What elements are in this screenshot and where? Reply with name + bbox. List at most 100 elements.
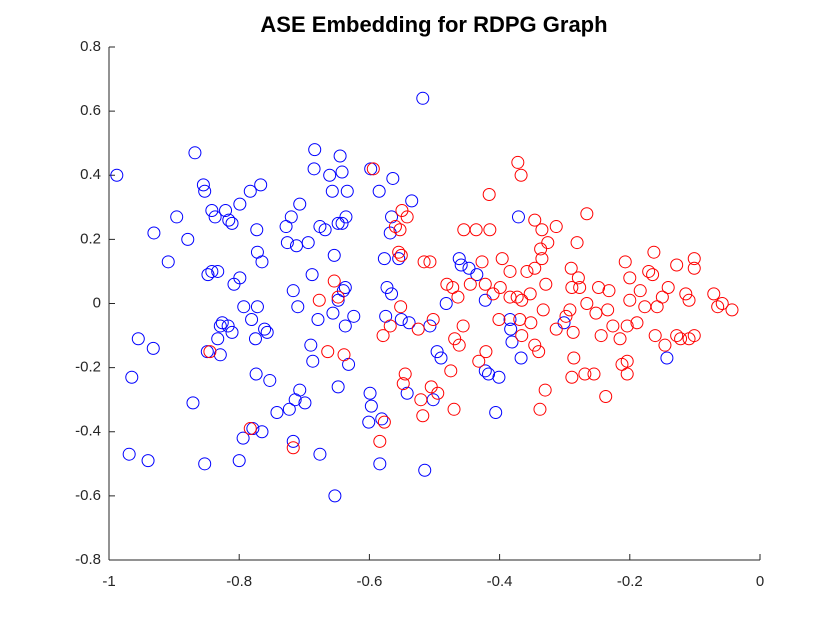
- point: [255, 255, 269, 269]
- point: [515, 329, 529, 343]
- point: [549, 220, 563, 234]
- x-tick-label: -1: [102, 573, 115, 590]
- point: [232, 454, 246, 468]
- point: [304, 338, 318, 352]
- point: [423, 255, 437, 269]
- point: [674, 332, 688, 346]
- y-tick-label: -0.2: [75, 359, 101, 376]
- point: [648, 329, 662, 343]
- point: [430, 345, 444, 359]
- point: [515, 293, 529, 307]
- point: [376, 329, 390, 343]
- point: [623, 293, 637, 307]
- point: [416, 409, 430, 423]
- point: [293, 383, 307, 397]
- point: [541, 236, 555, 250]
- point: [122, 447, 136, 461]
- point: [249, 367, 263, 381]
- point: [470, 268, 484, 282]
- y-tick-label: 0.2: [80, 230, 101, 247]
- point: [325, 184, 339, 198]
- point: [534, 242, 548, 256]
- point: [599, 389, 613, 403]
- point: [333, 149, 347, 163]
- point: [452, 252, 466, 266]
- point: [364, 399, 378, 413]
- point: [687, 261, 701, 275]
- point: [532, 345, 546, 359]
- point: [606, 319, 620, 333]
- point: [205, 204, 219, 218]
- point: [394, 313, 408, 327]
- point: [623, 271, 637, 285]
- point: [373, 457, 387, 471]
- point: [392, 245, 406, 259]
- point: [236, 431, 250, 445]
- point: [393, 223, 407, 237]
- point: [423, 319, 437, 333]
- point: [323, 168, 337, 182]
- point: [246, 422, 260, 436]
- point: [289, 239, 303, 253]
- point: [492, 370, 506, 384]
- point: [510, 290, 524, 304]
- y-tick-label: -0.8: [75, 551, 101, 568]
- point: [439, 297, 453, 310]
- point: [205, 264, 219, 278]
- x-tick-label: 0: [756, 573, 764, 590]
- point: [613, 332, 627, 346]
- point: [478, 277, 492, 291]
- point: [337, 348, 351, 362]
- point: [181, 232, 195, 246]
- point: [630, 316, 644, 330]
- point: [284, 210, 298, 224]
- point: [398, 367, 412, 381]
- point: [533, 402, 547, 416]
- point: [147, 226, 161, 240]
- point: [618, 255, 632, 269]
- point: [258, 322, 272, 336]
- point: [565, 280, 579, 294]
- point: [416, 91, 430, 105]
- x-tick-label: -0.2: [617, 573, 643, 590]
- point: [335, 165, 349, 179]
- point: [188, 146, 202, 160]
- point: [495, 252, 509, 266]
- point: [658, 338, 672, 352]
- point: [431, 386, 445, 400]
- y-tick-label: 0.4: [80, 166, 101, 183]
- point: [201, 268, 215, 282]
- point: [385, 287, 399, 301]
- point: [687, 329, 701, 343]
- point: [725, 303, 739, 317]
- y-tick-label: -0.4: [75, 423, 101, 440]
- point: [366, 162, 380, 176]
- point: [715, 297, 729, 310]
- point: [559, 309, 573, 323]
- point: [233, 271, 247, 285]
- point: [573, 280, 587, 294]
- point: [511, 210, 525, 224]
- point: [444, 364, 458, 378]
- point: [311, 313, 325, 327]
- point: [306, 354, 320, 368]
- point: [146, 341, 160, 355]
- point: [125, 370, 139, 384]
- point: [505, 335, 519, 349]
- point: [255, 425, 269, 439]
- point: [514, 168, 528, 182]
- point: [250, 223, 264, 237]
- point: [707, 287, 721, 301]
- point: [535, 252, 549, 266]
- point: [479, 345, 493, 359]
- point: [462, 261, 476, 275]
- point: [448, 332, 462, 346]
- point: [326, 306, 340, 320]
- y-tick-label: 0.8: [80, 38, 101, 55]
- point: [549, 322, 563, 336]
- point: [511, 155, 525, 169]
- point: [237, 300, 251, 314]
- point: [321, 345, 335, 359]
- point: [211, 332, 225, 346]
